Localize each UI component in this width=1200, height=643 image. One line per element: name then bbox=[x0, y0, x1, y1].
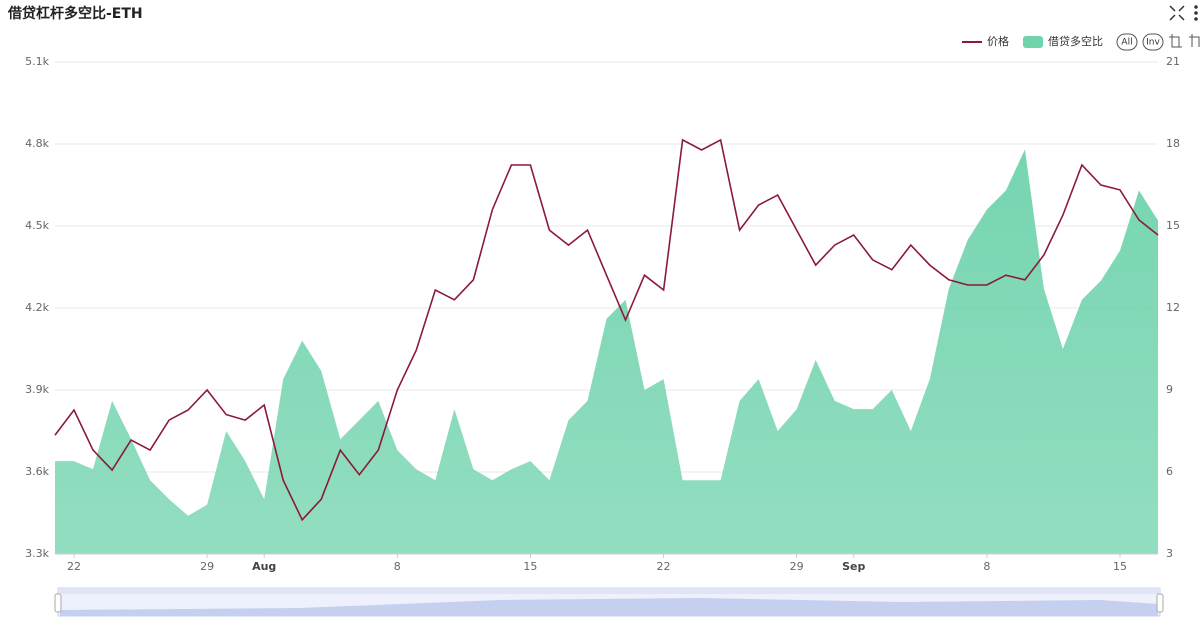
icon bbox=[1189, 34, 1200, 47]
y2-tick-label: 12 bbox=[1166, 301, 1180, 314]
legend-button[interactable]: All bbox=[1116, 33, 1138, 51]
y2-tick-label: 18 bbox=[1166, 137, 1180, 150]
x-tick-label: 15 bbox=[523, 560, 537, 573]
legend-label: 价格 bbox=[987, 34, 1009, 48]
y2-tick-label: 15 bbox=[1166, 219, 1180, 232]
x-tick-label: Aug bbox=[252, 560, 276, 573]
x-tick-label: 22 bbox=[67, 560, 81, 573]
y-tick-label: 5.1k bbox=[25, 55, 49, 68]
price-line bbox=[54, 138, 1159, 522]
x-tick-label: Sep bbox=[842, 560, 865, 573]
y2-tick-label: 6 bbox=[1166, 465, 1173, 478]
legend-label: 借贷多空比 bbox=[1048, 34, 1103, 48]
navigator[interactable] bbox=[54, 587, 1164, 617]
button-frame bbox=[1116, 33, 1138, 51]
x-tick-label: 8 bbox=[983, 560, 990, 573]
chart-title: 借贷杠杆多空比-ETH bbox=[7, 5, 143, 22]
button-frame bbox=[1142, 33, 1164, 51]
x-tick-label: 22 bbox=[657, 560, 671, 573]
toolbar-icons[interactable] bbox=[1169, 5, 1198, 21]
x-tick-label: 15 bbox=[1113, 560, 1127, 573]
legend-swatch bbox=[1023, 36, 1043, 48]
y-tick-label: 4.2k bbox=[25, 301, 49, 314]
x-tick-label: 29 bbox=[790, 560, 804, 573]
y2-tick-label: 3 bbox=[1166, 547, 1173, 560]
y2-tick-label: 21 bbox=[1166, 55, 1180, 68]
y2-tick-label: 9 bbox=[1166, 383, 1173, 396]
y-tick-label: 3.6k bbox=[25, 465, 49, 478]
x-tick-label: 8 bbox=[394, 560, 401, 573]
legend-button[interactable]: Inv bbox=[1142, 33, 1164, 51]
y-tick-label: 4.5k bbox=[25, 219, 49, 232]
ratio-area bbox=[55, 149, 1158, 554]
button-label: All bbox=[1121, 38, 1132, 48]
y-tick-label: 3.3k bbox=[25, 547, 49, 560]
y-tick-label: 3.9k bbox=[25, 383, 49, 396]
y-tick-label: 4.8k bbox=[25, 137, 49, 150]
icon bbox=[1169, 34, 1182, 48]
zoom-icons[interactable] bbox=[1169, 34, 1200, 48]
x-tick-label: 29 bbox=[200, 560, 214, 573]
button-label: Inv bbox=[1146, 38, 1160, 48]
